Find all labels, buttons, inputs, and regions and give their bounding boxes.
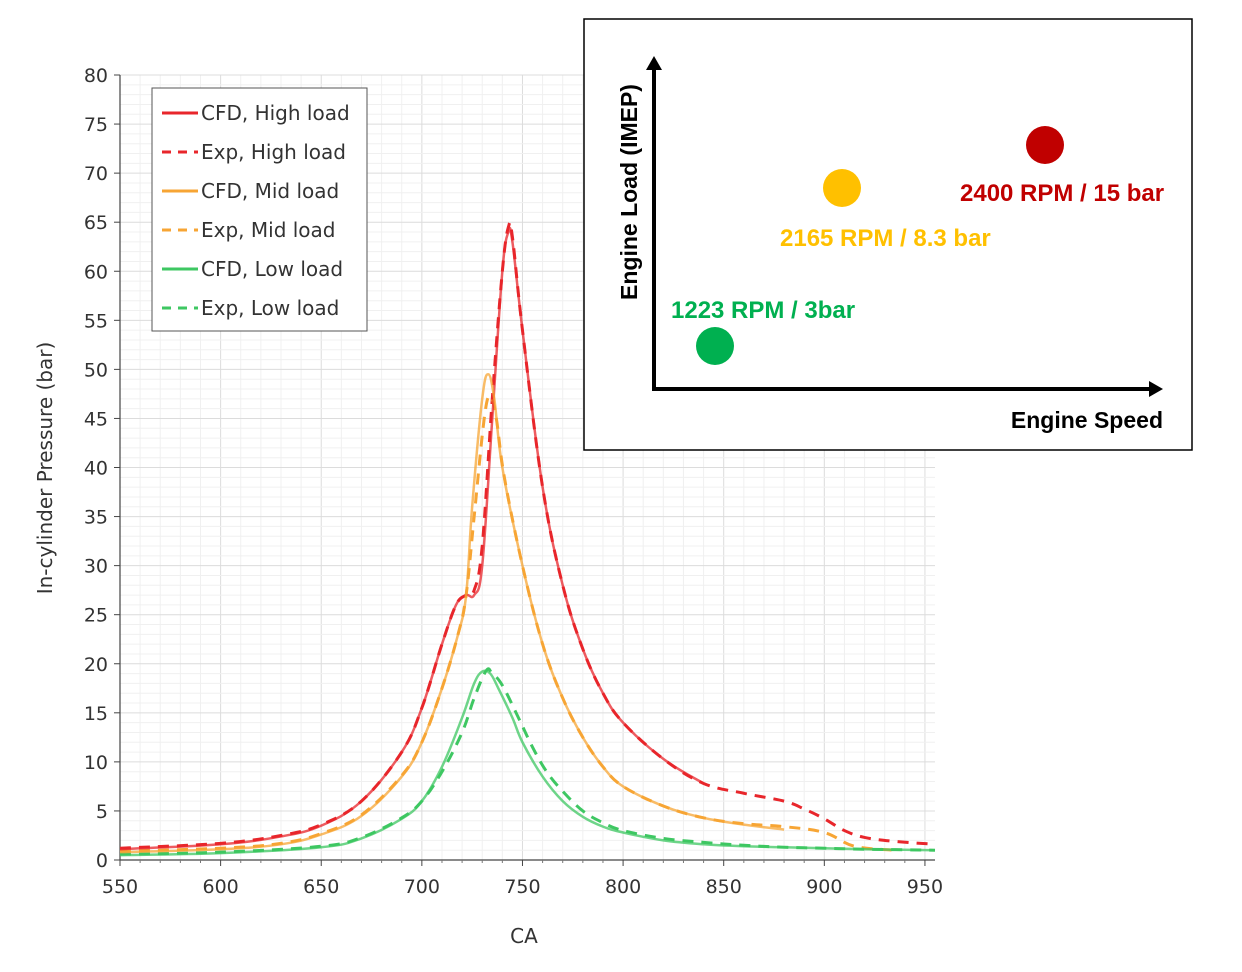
y-tick-label: 20 bbox=[84, 654, 108, 676]
legend-label: Exp, Low load bbox=[201, 296, 339, 320]
x-tick-label: 900 bbox=[806, 876, 842, 898]
inset-y-arrowhead bbox=[646, 56, 662, 70]
plot-series bbox=[119, 221, 936, 857]
y-tick-label: 5 bbox=[96, 801, 108, 823]
legend-label: Exp, Mid load bbox=[201, 218, 336, 242]
inset-point-1 bbox=[823, 169, 861, 207]
x-tick-label: 550 bbox=[102, 876, 138, 898]
legend-label: Exp, High load bbox=[201, 140, 346, 164]
plot-ticks: 550 600 650 700 750 800 850 900 950 0 5 10 15 20 25 30 3… bbox=[84, 65, 943, 898]
y-tick-label: 55 bbox=[84, 310, 108, 332]
y-tick-label: 45 bbox=[84, 408, 108, 430]
legend: CFD, High load Exp, High load CFD, Mid loa… bbox=[151, 87, 368, 332]
inset-point-0 bbox=[696, 327, 734, 365]
inset-point-label: 2400 RPM / 15 bar bbox=[960, 180, 1164, 207]
inset-point-label: 1223 RPM / 3bar bbox=[671, 297, 855, 324]
inset-y-label: Engine Load (IMEP) bbox=[616, 84, 642, 300]
legend-label: CFD, Mid load bbox=[201, 179, 339, 203]
y-tick-label: 10 bbox=[84, 752, 108, 774]
series-line-4 bbox=[119, 669, 936, 857]
x-axis-title: CA bbox=[510, 924, 538, 948]
y-tick-label: 75 bbox=[84, 114, 108, 136]
x-tick-label: 700 bbox=[404, 876, 440, 898]
y-tick-label: 50 bbox=[84, 359, 108, 381]
series-line-2 bbox=[119, 373, 785, 854]
y-tick-label: 80 bbox=[84, 65, 108, 87]
inset-operating-points: Engine Speed Engine Load (IMEP) 1223 RPM /… bbox=[583, 18, 1193, 451]
y-tick-label: 40 bbox=[84, 458, 108, 480]
x-tick-label: 800 bbox=[605, 876, 641, 898]
inset-x-arrowhead bbox=[1149, 381, 1163, 397]
y-tick-label: 60 bbox=[84, 261, 108, 283]
legend-label: CFD, High load bbox=[201, 101, 350, 125]
x-tick-label: 950 bbox=[907, 876, 943, 898]
inset-point-label: 2165 RPM / 8.3 bar bbox=[780, 225, 991, 252]
legend-label: CFD, Low load bbox=[201, 257, 343, 281]
series-line-0 bbox=[119, 226, 705, 851]
y-tick-label: 35 bbox=[84, 507, 108, 529]
inset-frame bbox=[583, 18, 1193, 451]
y-tick-label: 25 bbox=[84, 605, 108, 627]
inset-point-2 bbox=[1026, 126, 1064, 164]
x-tick-label: 650 bbox=[303, 876, 339, 898]
x-tick-label: 600 bbox=[202, 876, 238, 898]
y-tick-label: 65 bbox=[84, 212, 108, 234]
y-tick-label: 0 bbox=[96, 850, 108, 872]
y-tick-label: 30 bbox=[84, 556, 108, 578]
inset-x-label: Engine Speed bbox=[1011, 407, 1163, 433]
x-tick-label: 850 bbox=[706, 876, 742, 898]
y-tick-label: 70 bbox=[84, 163, 108, 185]
x-tick-label: 750 bbox=[504, 876, 540, 898]
y-tick-label: 15 bbox=[84, 703, 108, 725]
legend-box bbox=[151, 87, 368, 332]
y-axis-title: In-cylinder Pressure (bar) bbox=[33, 342, 57, 595]
